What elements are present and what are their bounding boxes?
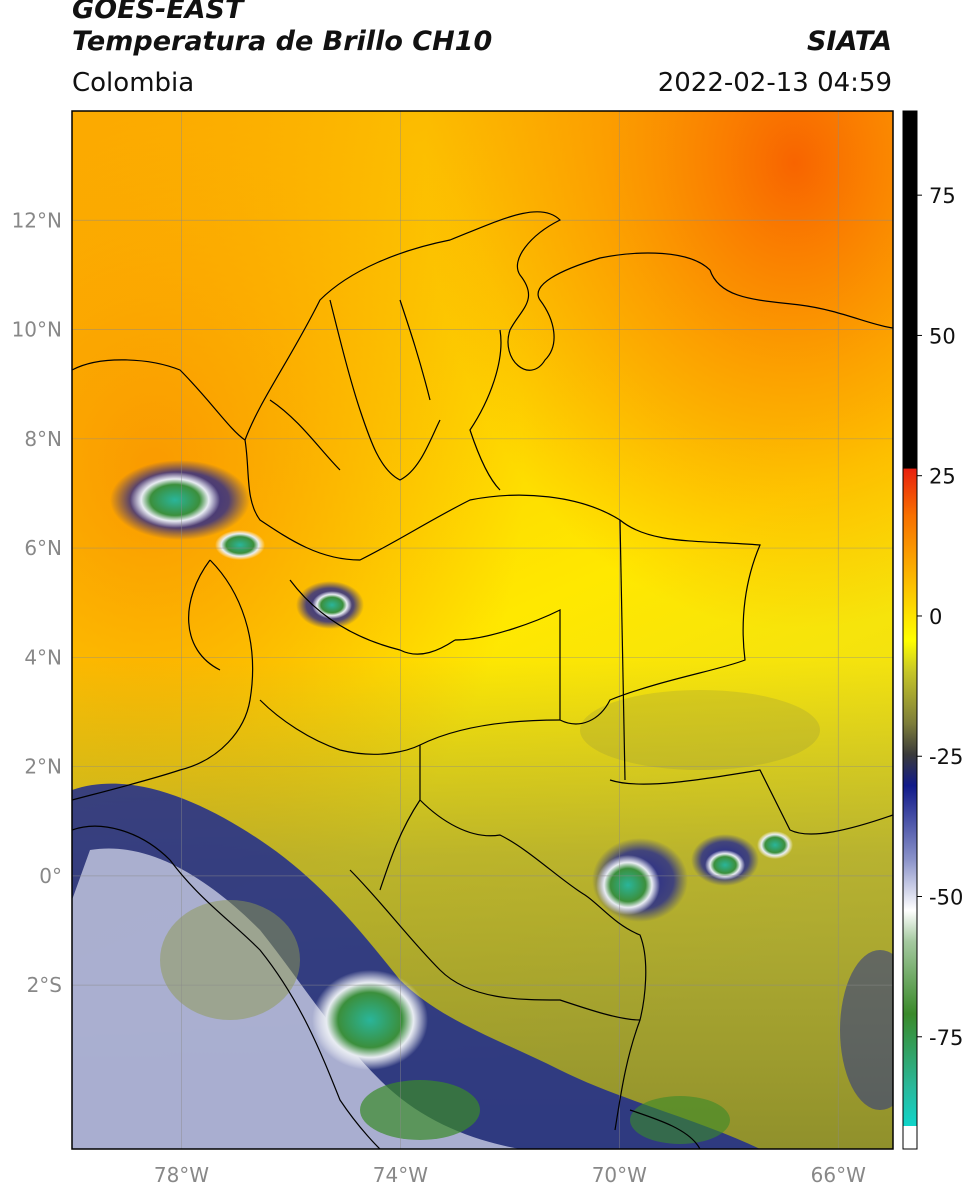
lon-tick-label: 74°W — [373, 1163, 428, 1187]
colorbar-frame — [902, 110, 918, 1150]
convective-cloud-nw — [110, 460, 265, 560]
datetime-label: 2022-02-13 04:59 — [657, 68, 892, 98]
region-label: Colombia — [72, 68, 195, 98]
lat-tick-label: 4°N — [24, 645, 62, 669]
satellite-title: GOES-EAST — [72, 0, 244, 25]
lat-tick-label: 10°N — [12, 318, 62, 342]
convective-cloud-east — [592, 831, 793, 922]
convective-cloud-center — [296, 581, 364, 629]
lon-tick-label: 78°W — [154, 1163, 209, 1187]
convective-cloud-sw — [72, 783, 760, 1149]
borders — [72, 211, 893, 1149]
agency-label: SIATA — [806, 26, 892, 57]
lat-tick-label: 0° — [39, 864, 62, 888]
colorbar-tick-label: 0 — [929, 605, 942, 629]
colorbar-tick-label: -75 — [929, 1026, 963, 1050]
colorbar-tick-label: -25 — [929, 745, 963, 769]
lon-tick-label: 70°W — [592, 1163, 647, 1187]
lat-tick-label: 8°N — [24, 427, 62, 451]
colorbar-tick-label: 75 — [929, 184, 956, 208]
product-title: Temperatura de Brillo CH10 — [72, 26, 493, 57]
imagery-layer — [72, 111, 893, 1149]
longitude-axis: 78°W 74°W 70°W 66°W — [154, 1163, 866, 1187]
colorbar-tick-label: -50 — [929, 886, 963, 910]
lon-tick-label: 66°W — [811, 1163, 866, 1187]
lat-tick-label: 12°N — [12, 208, 62, 232]
latitude-axis: 12°N 10°N 8°N 6°N 4°N 2°N 0° 2°S — [12, 208, 62, 997]
lat-tick-label: 2°N — [24, 755, 62, 779]
lat-tick-label: 6°N — [24, 536, 62, 560]
lat-tick-label: 2°S — [27, 973, 62, 997]
colorbar-min-swatch — [903, 1126, 917, 1149]
colorbar-scale — [903, 111, 917, 1149]
colorbar-tick-label: 25 — [929, 465, 956, 489]
colorbar-ticks: 75 50 25 0 -25 -50 -75 — [917, 184, 963, 1050]
colorbar: 75 50 25 0 -25 -50 -75 — [902, 110, 963, 1150]
colorbar-tick-label: 50 — [929, 324, 956, 348]
map-frame — [71, 110, 894, 1150]
gridlines — [72, 111, 893, 1149]
